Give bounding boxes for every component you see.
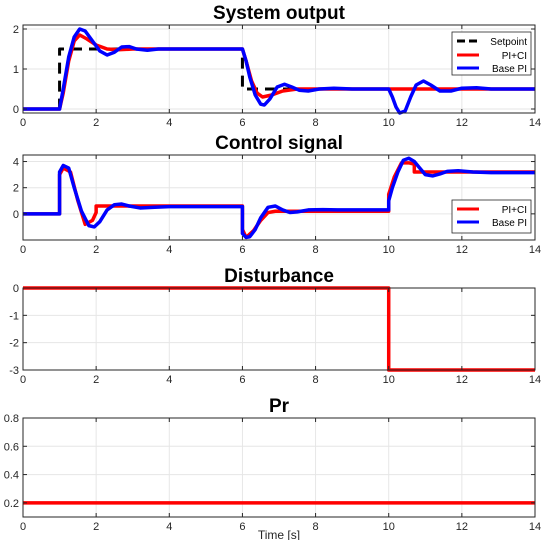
series-line-base-pi [23,27,535,115]
x-tick-label: 6 [239,244,245,256]
x-tick-label: 2 [93,374,99,386]
legend-label-base-pi: Base PI [492,64,527,75]
axes-box [22,287,536,371]
legend-label-base-pi: Base PI [492,218,527,229]
legend-label-setpoint: Setpoint [490,37,527,48]
chart-control-signal: Control signal 0 2 4 6 8 10 12 14 0 2 4 PI+CI Base PI [13,133,541,256]
x-tick-label: 8 [313,374,319,386]
y-tick-label: -3 [9,365,19,377]
x-axis-label: Time [s] [258,528,300,540]
x-tick-label: 8 [313,521,319,533]
x-tick-label: 12 [456,374,468,386]
chart-pr: Pr 0 2 4 6 8 10 12 14 0.2 0.4 0.6 0.8 Time [s] [4,396,541,540]
x-tick-label: 4 [166,244,172,256]
y-tick-label: 4 [13,157,19,169]
x-tick-label: 0 [20,374,26,386]
plot-area [23,155,535,240]
x-tick-label: 10 [383,244,395,256]
x-tick-label: 6 [239,374,245,386]
x-tick-label: 14 [529,244,541,256]
legend: PI+CI Base PI [451,199,532,234]
chart-disturbance: Disturbance 0 2 4 6 8 10 12 14 0 -1 -2 -3 [9,266,541,386]
chart-title: Control signal [215,133,343,154]
x-tick-label: 6 [239,521,245,533]
x-tick-label: 4 [166,521,172,533]
x-tick-label: 10 [383,374,395,386]
x-tick-label: 12 [456,521,468,533]
y-tick-label: 2 [13,183,19,195]
y-tick-label: 0 [13,209,19,221]
y-tick-label: 0 [13,104,19,116]
x-tick-label: 0 [20,117,26,129]
plot-area [23,288,535,370]
legend-label-pi-ci: PI+CI [502,205,527,216]
y-tick-label: 2 [13,24,19,36]
x-tick-label: 12 [456,244,468,256]
x-tick-label: 0 [20,244,26,256]
x-tick-label: 14 [529,374,541,386]
chart-title: Pr [269,396,290,417]
x-tick-label: 12 [456,117,468,129]
x-tick-label: 14 [529,117,541,129]
y-tick-label: 0.4 [4,470,19,482]
x-tick-label: 6 [239,117,245,129]
axes-box [22,154,536,241]
y-tick-label: 0.8 [4,413,19,425]
x-tick-label: 4 [166,117,172,129]
chart-title: System output [213,3,346,24]
axes-box [22,417,536,518]
x-tick-label: 2 [93,117,99,129]
x-tick-label: 2 [93,244,99,256]
legend-box [451,199,532,234]
x-tick-label: 10 [383,521,395,533]
x-tick-label: 10 [383,117,395,129]
x-tick-label: 8 [313,117,319,129]
x-tick-label: 0 [20,521,26,533]
x-tick-label: 4 [166,374,172,386]
y-tick-label: -1 [9,310,19,322]
y-tick-label: 0.2 [4,498,19,510]
chart-title: Disturbance [224,266,334,287]
y-tick-label: 0 [13,283,19,295]
legend-label-pi-ci: PI+CI [502,51,527,62]
x-tick-label: 14 [529,521,541,533]
legend: Setpoint PI+CI Base PI [451,31,532,76]
y-tick-label: -2 [9,338,19,350]
y-tick-label: 0.6 [4,441,19,453]
x-tick-label: 8 [313,244,319,256]
plot-area [23,418,535,517]
x-tick-label: 2 [93,521,99,533]
series-line-base-pi [23,156,535,240]
y-tick-label: 1 [13,64,19,76]
